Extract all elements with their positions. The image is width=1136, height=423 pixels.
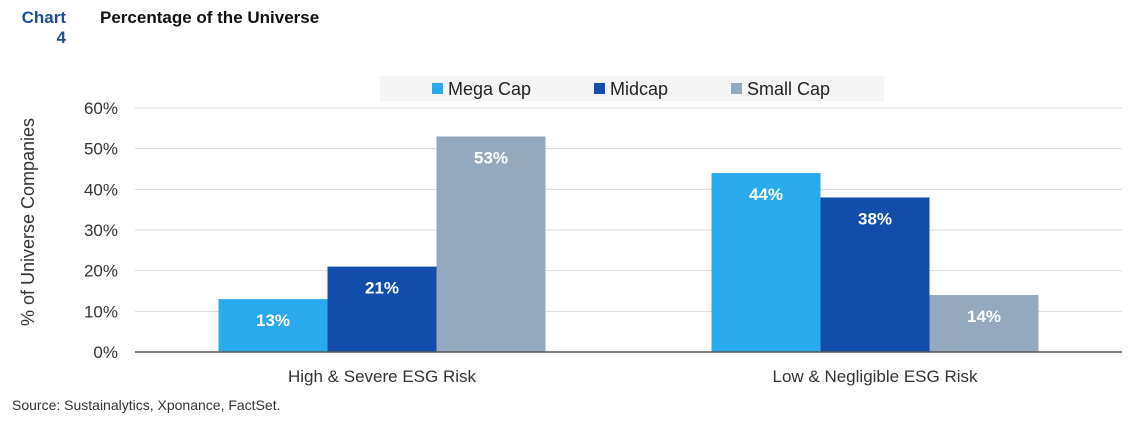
legend-label-midcap: Midcap (610, 79, 668, 99)
legend-label-mega-cap: Mega Cap (448, 79, 531, 99)
y-tick-label: 20% (84, 262, 118, 281)
bar-label-small-cap: 14% (967, 307, 1001, 326)
legend-swatch-mega-cap (432, 83, 443, 94)
source-note: Source: Sustainalytics, Xponance, FactSe… (12, 397, 281, 413)
legend-label-small-cap: Small Cap (747, 79, 830, 99)
bar-label-small-cap: 53% (474, 148, 508, 167)
bar-midcap (820, 197, 930, 352)
bar-label-mega-cap: 13% (256, 311, 290, 330)
chart-number-label: Chart 4 (21, 8, 66, 47)
x-category-label: Low & Negligible ESG Risk (772, 367, 978, 386)
bar-value-labels: 13% 21% 53% 44% 38% 14% (256, 148, 1001, 330)
chart-title: Percentage of the Universe (100, 8, 320, 27)
bars (218, 136, 1039, 352)
y-tick-label: 30% (84, 221, 118, 240)
y-tick-label: 0% (93, 343, 118, 362)
y-tick-label: 10% (84, 302, 118, 321)
gridlines (135, 107, 1122, 312)
bar-label-midcap: 38% (858, 209, 892, 228)
legend-background (380, 76, 884, 101)
y-tick-label: 60% (84, 99, 118, 118)
bar-midcap (327, 266, 437, 352)
bar-mega-cap (711, 173, 821, 352)
y-tick-label: 40% (84, 180, 118, 199)
legend-swatch-midcap (594, 83, 605, 94)
y-axis-ticks: 0% 10% 20% 30% 40% 50% 60% (84, 99, 118, 362)
y-axis-label: % of Universe Companies (18, 118, 38, 326)
x-axis-categories: High & Severe ESG Risk Low & Negligible E… (288, 367, 978, 386)
bar-chart: Mega Cap Midcap Small Cap 0% 10% 20% 30% 40% 50… (18, 76, 1122, 386)
bar-small-cap (436, 136, 546, 352)
bar-label-mega-cap: 44% (749, 185, 783, 204)
x-category-label: High & Severe ESG Risk (288, 367, 477, 386)
y-tick-label: 50% (84, 140, 118, 159)
bar-mega-cap (218, 299, 328, 352)
legend-swatch-small-cap (731, 83, 742, 94)
bar-small-cap (929, 295, 1039, 352)
legend: Mega Cap Midcap Small Cap (432, 79, 830, 99)
bar-label-midcap: 21% (365, 279, 399, 298)
